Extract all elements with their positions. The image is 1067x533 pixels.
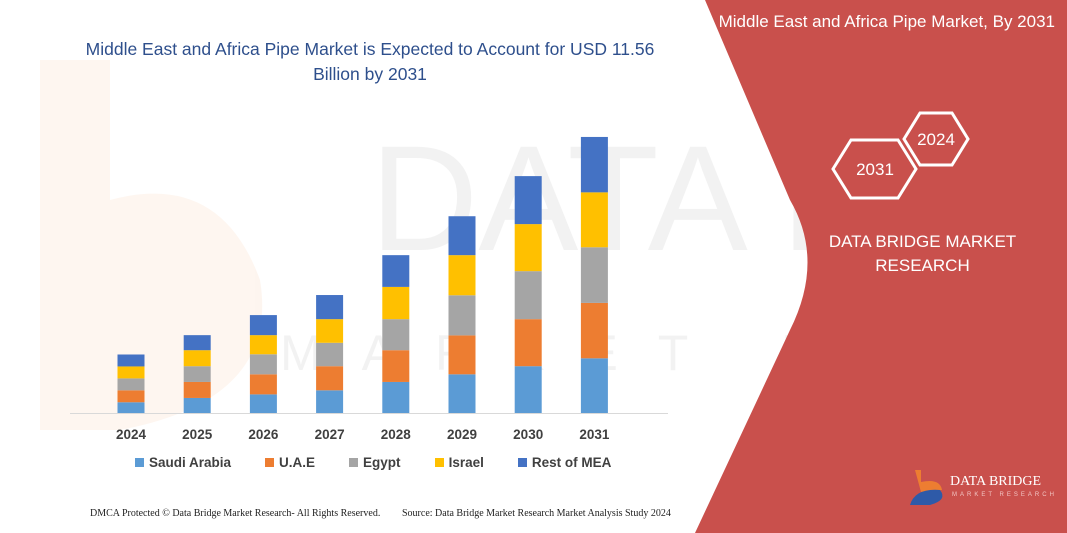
footer-source: Source: Data Bridge Market Research Mark…	[402, 508, 671, 519]
legend-item-saudi-arabia: Saudi Arabia	[135, 455, 231, 470]
side-panel-background	[695, 0, 1067, 533]
legend-swatch	[135, 458, 144, 467]
bar-segment-rest-of-mea-2027	[316, 295, 344, 320]
bar-segment-egypt-2028	[382, 319, 410, 351]
x-tick-label: 2025	[182, 427, 213, 442]
legend-label: Saudi Arabia	[149, 455, 232, 470]
bar-segment-rest-of-mea-2024	[117, 354, 145, 367]
x-tick-label: 2026	[248, 427, 279, 442]
bar-segment-israel-2024	[117, 366, 145, 379]
bar-segment-egypt-2031	[580, 247, 608, 303]
footer-copyright: DMCA Protected © Data Bridge Market Rese…	[90, 508, 381, 519]
x-tick-label: 2029	[447, 427, 477, 442]
chart-title: Middle East and Africa Pipe Market is Ex…	[85, 39, 655, 84]
bar-segment-u-a-e-2025	[183, 381, 211, 398]
legend-item-rest-of-mea: Rest of MEA	[517, 455, 612, 470]
logo-subtext: MARKET RESEARCH	[952, 492, 1057, 498]
x-tick-label: 2027	[315, 427, 345, 442]
x-tick-label: 2024	[116, 427, 147, 442]
bar-segment-u-a-e-2029	[448, 335, 476, 375]
bar-segment-u-a-e-2031	[580, 302, 608, 359]
bar-segment-rest-of-mea-2029	[448, 216, 476, 256]
x-tick-label: 2028	[381, 427, 412, 442]
bar-segment-egypt-2025	[183, 366, 211, 382]
bar-segment-saudi-arabia-2025	[183, 397, 211, 413]
bar-segment-egypt-2030	[514, 271, 542, 320]
legend-swatch	[434, 458, 444, 467]
bar-segment-u-a-e-2024	[117, 390, 145, 403]
legend-label: Israel	[448, 455, 484, 470]
bar-segment-saudi-arabia-2028	[382, 381, 410, 413]
bar-segment-saudi-arabia-2030	[514, 366, 542, 413]
hexagon-2024-label: 2024	[917, 130, 955, 149]
bar-segment-israel-2026	[249, 335, 277, 355]
bar-segment-israel-2030	[514, 224, 542, 272]
legend-label: U.A.E	[279, 455, 316, 470]
stacked-bar-chart: 2024 2025 2026 2027 2028 2029 2030 2031	[70, 136, 668, 442]
bar-segment-israel-2031	[580, 192, 608, 248]
legend-item-israel: Israel	[434, 455, 484, 470]
legend-swatch	[517, 458, 527, 467]
bar-segment-rest-of-mea-2028	[382, 255, 410, 287]
bar-segment-israel-2025	[183, 350, 211, 367]
x-tick-label: 2031	[579, 427, 610, 442]
bar-segment-saudi-arabia-2024	[117, 402, 145, 413]
bar-segment-egypt-2026	[249, 354, 277, 375]
bar-segment-u-a-e-2027	[316, 366, 344, 391]
legend-swatch	[265, 458, 275, 467]
bar-segment-rest-of-mea-2030	[514, 176, 542, 225]
bar-segment-israel-2029	[448, 255, 476, 296]
hexagon-2024-icon	[902, 111, 970, 167]
bar-segment-u-a-e-2026	[249, 374, 277, 395]
bar-segment-rest-of-mea-2031	[580, 136, 608, 193]
hexagon-2031-icon	[831, 138, 918, 200]
brand-name: DATA BRIDGE MARKET RESEARCH	[828, 232, 1017, 275]
bar-segment-saudi-arabia-2026	[249, 394, 277, 413]
bar-segment-egypt-2027	[316, 342, 344, 367]
bar-segment-egypt-2024	[117, 378, 145, 391]
bar-segment-saudi-arabia-2031	[580, 358, 608, 413]
bar-segment-rest-of-mea-2026	[249, 315, 277, 336]
bar-segment-saudi-arabia-2027	[316, 390, 344, 413]
x-tick-label: 2030	[513, 427, 543, 442]
side-panel-title: Middle East and Africa Pipe Market, By 2…	[718, 12, 1055, 31]
bar-segment-rest-of-mea-2025	[183, 335, 211, 351]
bar-segment-saudi-arabia-2029	[448, 374, 476, 413]
legend-item-egypt: Egypt	[349, 455, 401, 470]
bar-segment-u-a-e-2030	[514, 319, 542, 367]
bar-segment-israel-2028	[382, 286, 410, 320]
legend-item-uae: U.A.E	[265, 455, 315, 470]
hexagon-2031-label: 2031	[856, 160, 894, 179]
bar-segment-u-a-e-2028	[382, 350, 410, 382]
legend-label: Egypt	[363, 455, 401, 470]
bar-segment-israel-2027	[316, 319, 344, 343]
legend-swatch	[349, 458, 359, 467]
logo-text: DATA BRIDGE	[950, 474, 1042, 489]
chart-legend: Saudi Arabia U.A.E Egypt Israel Rest of …	[135, 455, 645, 470]
bar-segment-egypt-2029	[448, 295, 476, 336]
legend-label: Rest of MEA	[531, 455, 612, 470]
data-bridge-logo-icon	[910, 470, 943, 505]
